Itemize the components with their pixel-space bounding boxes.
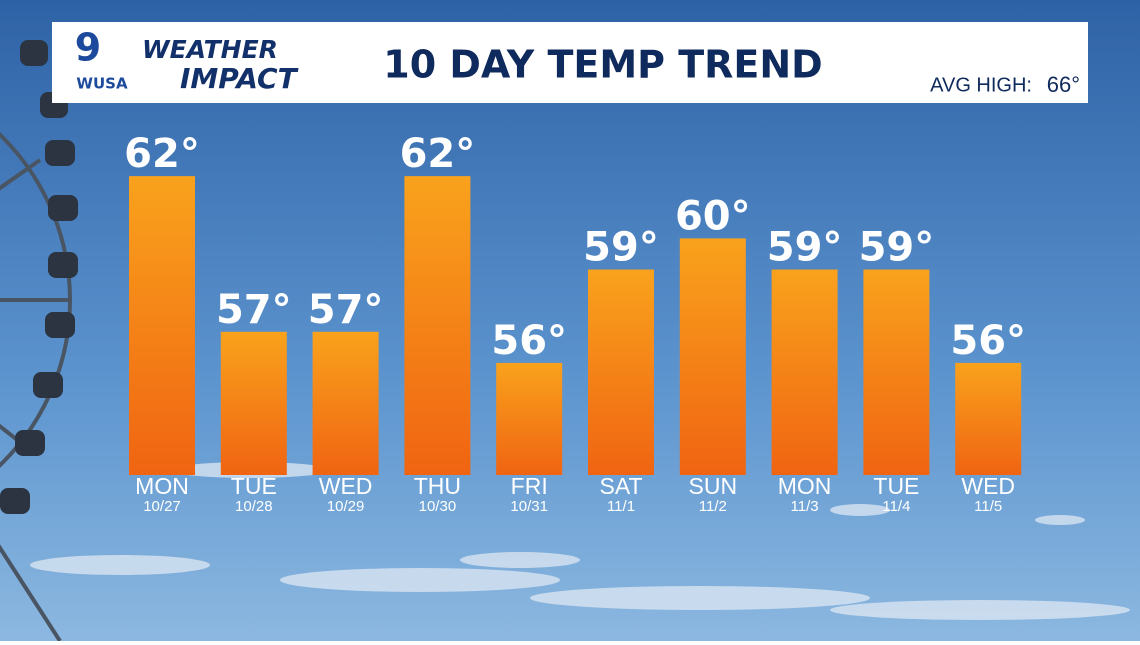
avg-high-value: 66° <box>1047 72 1080 97</box>
bar <box>404 176 471 475</box>
station-name: WUSA <box>76 75 128 93</box>
header-banner <box>52 22 1088 103</box>
value-label: 56° <box>491 318 567 364</box>
day-label: FRI <box>511 473 548 499</box>
bar <box>129 176 195 475</box>
day-label: SAT <box>599 473 642 499</box>
day-label: SUN <box>689 473 738 499</box>
bar <box>771 269 838 475</box>
chart-title: 10 DAY TEMP TREND <box>383 43 822 87</box>
clouds <box>30 462 1130 620</box>
date-label: 10/31 <box>510 498 548 515</box>
day-label: TUE <box>873 473 919 499</box>
value-label: 59° <box>859 225 935 271</box>
bar <box>679 238 746 475</box>
bar <box>496 362 563 475</box>
show-name-line1: WEATHER <box>142 35 278 64</box>
bar <box>955 362 1022 475</box>
bar <box>588 269 654 475</box>
gondolas <box>0 40 78 514</box>
value-label: 62° <box>124 131 200 177</box>
bar <box>220 331 287 475</box>
avg-high-label: AVG HIGH: <box>930 74 1032 96</box>
day-label: WED <box>319 473 373 499</box>
date-label: 10/28 <box>235 498 273 515</box>
value-label: 62° <box>400 131 476 177</box>
date-label: 11/2 <box>699 498 727 515</box>
value-label: 57° <box>216 287 292 333</box>
value-label: 57° <box>308 287 384 333</box>
value-label: 60° <box>675 193 751 239</box>
date-label: 11/5 <box>974 498 1002 515</box>
value-label: 59° <box>767 225 843 271</box>
date-label: 11/1 <box>607 498 635 515</box>
date-label: 10/27 <box>143 498 181 515</box>
date-label: 10/29 <box>327 498 365 515</box>
value-label: 56° <box>950 318 1026 364</box>
ferris-wheel <box>0 132 72 643</box>
date-label: 10/30 <box>419 498 457 515</box>
day-label: WED <box>961 473 1015 499</box>
day-label: MON <box>135 473 189 499</box>
day-label: THU <box>414 473 461 499</box>
date-label: 11/3 <box>791 498 819 515</box>
bar <box>312 331 379 475</box>
show-name-line2: IMPACT <box>180 62 299 95</box>
channel-number: 9 <box>75 26 101 70</box>
day-label: MON <box>778 473 832 499</box>
value-label: 59° <box>583 225 659 271</box>
day-label: TUE <box>231 473 277 499</box>
date-label: 11/4 <box>882 498 910 515</box>
bar <box>863 269 930 475</box>
